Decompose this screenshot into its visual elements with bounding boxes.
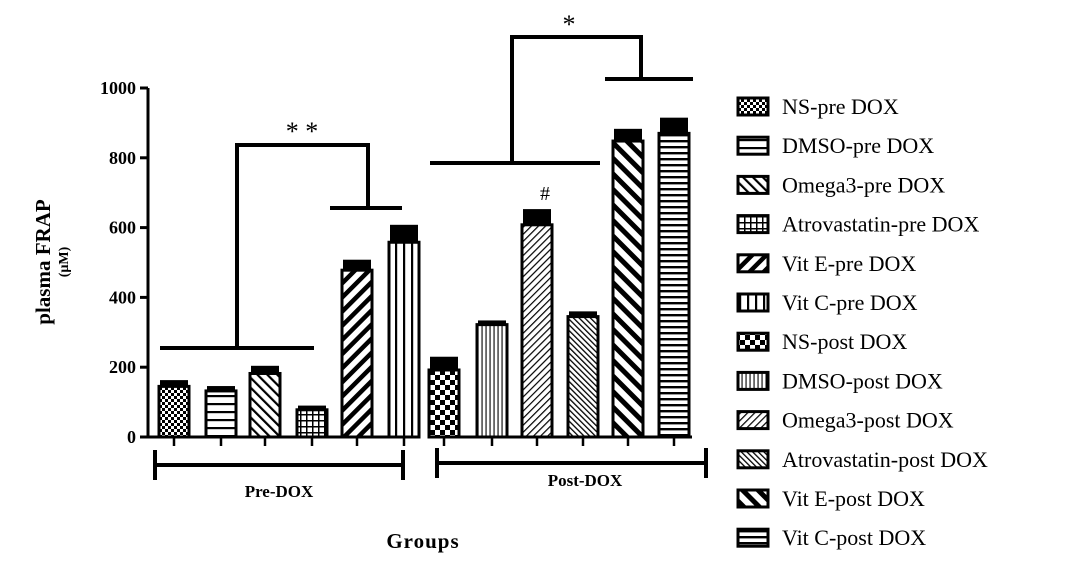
legend-label: Omega3-pre DOX: [782, 172, 945, 197]
legend-label: DMSO-post DOX: [782, 368, 943, 393]
legend: NS-pre DOX DMSO-pre DOX Omega3-pre DOX Atro…: [736, 94, 988, 550]
legend-swatch: [736, 331, 770, 352]
y-tick-label: 1000: [100, 78, 136, 98]
legend-swatch: [736, 488, 770, 509]
bar-4: [295, 408, 329, 439]
legend-swatch: [736, 370, 770, 391]
legend-label: Atrovastatin-post DOX: [782, 447, 988, 472]
group-label-pre: Pre-DOX: [245, 482, 314, 501]
bar-1: [157, 384, 191, 439]
legend-swatch: [736, 527, 770, 548]
legend-label: Vit C-pre DOX: [782, 290, 918, 315]
legend-label: NS-pre DOX: [782, 94, 899, 119]
legend-label: Vit E-post DOX: [782, 486, 925, 511]
legend-label: DMSO-pre DOX: [782, 133, 934, 158]
bar-5: [340, 268, 374, 439]
group-bracket-post: [435, 448, 708, 478]
y-tick-label: 800: [109, 148, 136, 168]
legend-label: Vit C-post DOX: [782, 525, 926, 550]
y-tick-label: 400: [109, 287, 136, 307]
significance-bracket-pre: [160, 143, 402, 350]
y-tick-label: 200: [109, 357, 136, 377]
bar-9: [520, 223, 554, 439]
y-tick-label: 600: [109, 218, 136, 238]
bar-11: [611, 139, 645, 439]
bar-10: [566, 315, 600, 439]
legend-swatch: [736, 174, 770, 195]
bar-2: [204, 389, 238, 439]
legend-swatch: [736, 214, 770, 235]
hash-annotation: #: [540, 183, 550, 205]
y-axis-ticks: 0 200 400 600 800 1000: [100, 78, 148, 447]
legend-swatch: [736, 135, 770, 156]
legend-swatch: [736, 292, 770, 313]
y-tick-label: 0: [127, 427, 136, 447]
significance-bracket-post: [430, 35, 693, 165]
legend-swatch: [736, 449, 770, 470]
legend-label: Omega3-post DOX: [782, 408, 954, 433]
bar-12: [657, 131, 691, 439]
significance-label-pre: * *: [286, 117, 319, 146]
bar-3: [248, 371, 282, 439]
y-axis-unit: (µM): [57, 246, 72, 277]
bar-7: [427, 368, 461, 439]
y-axis-title: plasma FRAP: [31, 199, 55, 325]
legend-swatch: [736, 96, 770, 117]
legend-swatch: [736, 410, 770, 431]
x-axis-title: Groups: [386, 529, 459, 553]
legend-label: Atrovastatin-pre DOX: [782, 212, 979, 237]
error-bar: [251, 365, 279, 378]
significance-label-post: *: [563, 10, 576, 39]
legend-label: NS-post DOX: [782, 329, 907, 354]
legend-label: Vit E-pre DOX: [782, 251, 916, 276]
group-label-post: Post-DOX: [548, 471, 623, 490]
bar-group: [157, 117, 691, 439]
bar-6: [387, 240, 421, 439]
legend-swatch: [736, 253, 770, 274]
group-bracket-pre: [153, 450, 405, 480]
bar-8: [475, 323, 509, 439]
